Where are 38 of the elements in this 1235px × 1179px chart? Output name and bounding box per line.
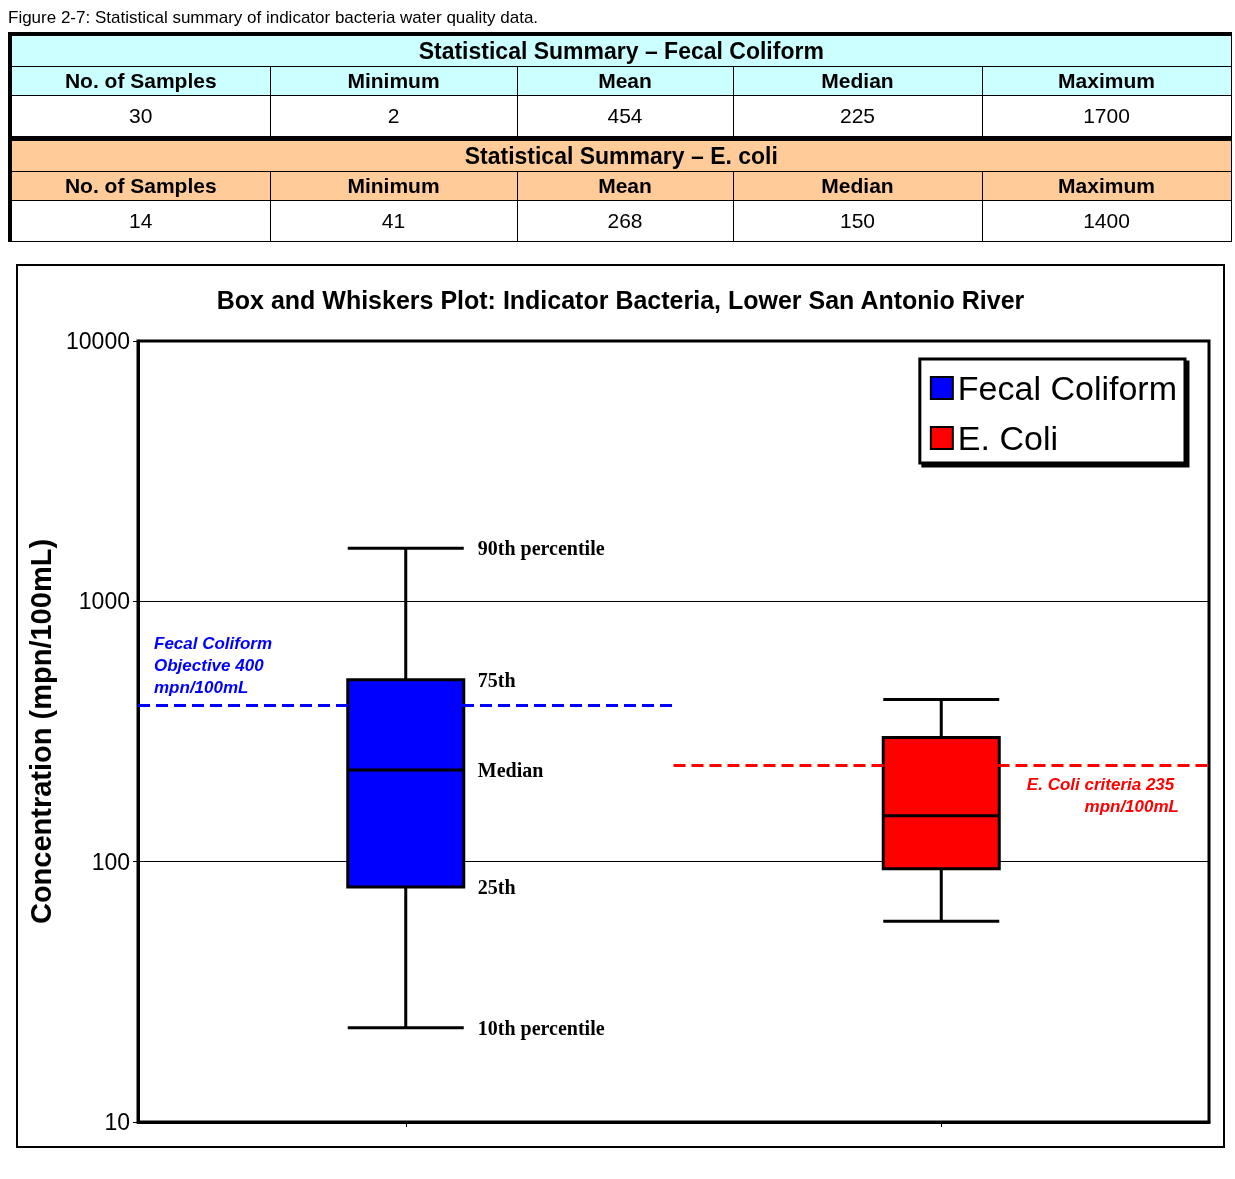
annotation: 90th percentile	[477, 537, 605, 561]
category-label: No. of Samples	[10, 66, 270, 96]
annotation: 25th	[477, 875, 516, 898]
category-label: Median	[733, 171, 982, 201]
category-label: Minimum	[270, 171, 517, 201]
data-label: 268	[517, 200, 733, 242]
annotation: Median	[477, 758, 544, 781]
data-label: 225	[733, 95, 982, 137]
legend-label: E. Coli	[957, 419, 1058, 457]
data-label: 1400	[982, 200, 1232, 242]
caption: Figure 2-7: Statistical summary of indicator bacteria water quality data.	[8, 8, 540, 28]
text: Statistical Summary – E. coli	[10, 139, 1232, 172]
ref-line-label: E. Coli criteria 235 mpn/100mL	[1026, 774, 1179, 816]
legend-label: Fecal Coliform	[957, 369, 1178, 407]
category-label: No. of Samples	[10, 171, 270, 201]
y-tick-label: 10	[104, 1109, 130, 1135]
text: Statistical Summary – Fecal Coliform	[10, 34, 1232, 67]
y-tick-label: 1000	[78, 588, 130, 615]
category-label: Maximum	[982, 171, 1232, 201]
data-label: 454	[517, 95, 733, 137]
data-label: 150	[733, 200, 982, 242]
category-label: Mean	[517, 171, 733, 201]
data-label: 2	[270, 95, 517, 137]
category-label: Minimum	[270, 66, 517, 96]
data-label: 14	[10, 200, 270, 242]
chart-title: Box and Whiskers Plot: Indicator Bacteria, Lower San Antonio River	[216, 285, 1025, 314]
y-axis-title: Concentration (mpn/100mL)	[24, 538, 57, 925]
category-label: Mean	[517, 66, 733, 96]
annotation: 10th percentile	[477, 1016, 605, 1040]
annotation: 75th	[477, 668, 516, 691]
data-label: 30	[10, 95, 270, 137]
category-label: Maximum	[982, 66, 1232, 96]
y-tick-label: 10000	[66, 328, 130, 354]
category-label: Median	[733, 66, 982, 96]
data-label: 41	[270, 200, 517, 242]
ref-line-label: Fecal Coliform Objective 400 mpn/100mL	[154, 634, 277, 698]
data-label: 1700	[982, 95, 1232, 137]
y-tick-label: 100	[91, 848, 130, 875]
